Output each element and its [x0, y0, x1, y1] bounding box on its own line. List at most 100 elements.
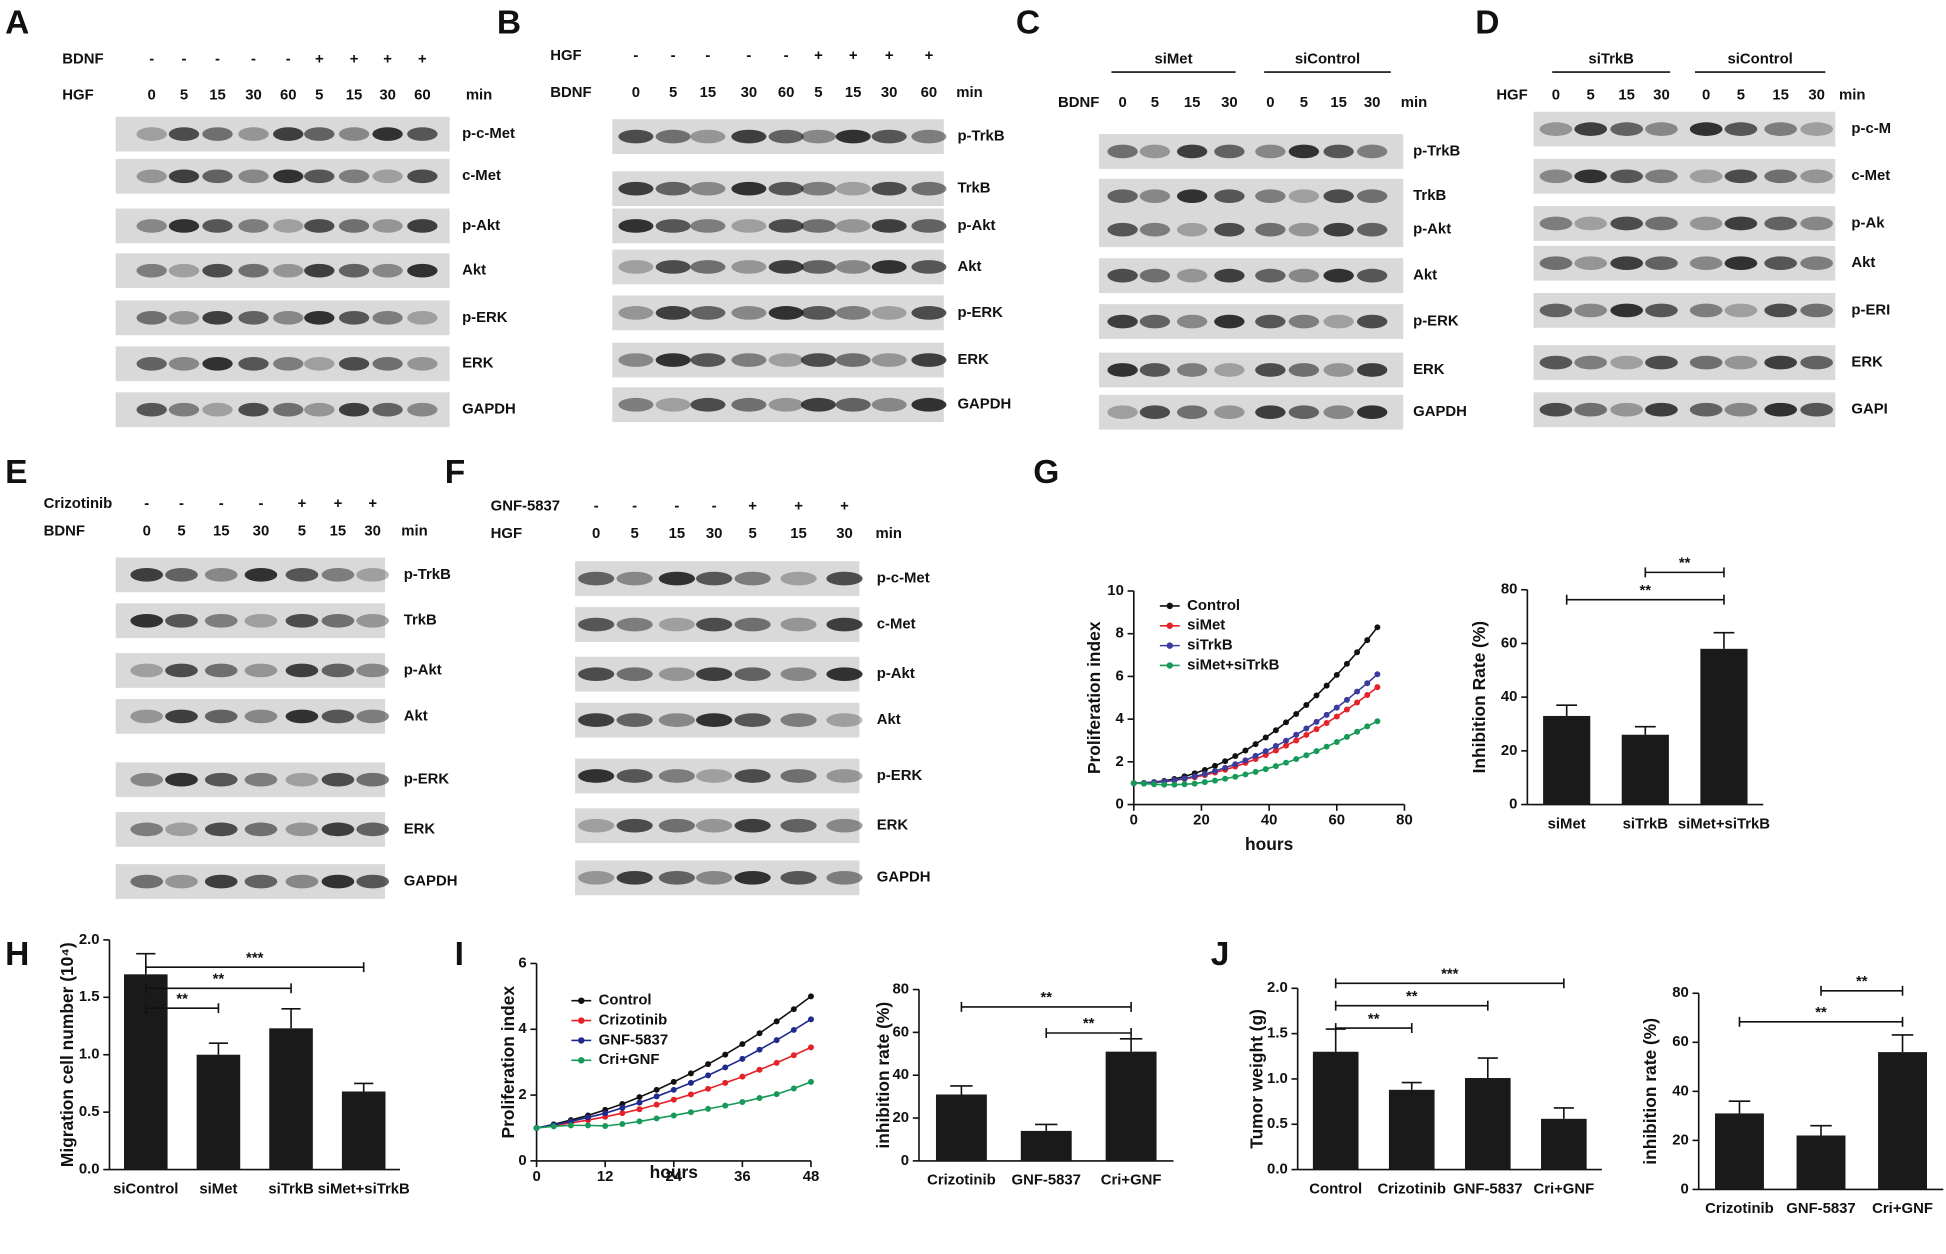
blot-band — [655, 219, 691, 233]
bar — [1715, 1113, 1764, 1190]
blot-band — [238, 219, 269, 233]
series-point — [756, 1066, 763, 1073]
y-tick-label: 4 — [1116, 711, 1125, 727]
blot-band — [1214, 189, 1245, 203]
series-point — [756, 1046, 763, 1053]
series-point — [1222, 764, 1229, 771]
lane-label: 30 — [379, 88, 396, 104]
series-point — [1323, 711, 1330, 718]
series-point — [670, 1096, 677, 1103]
blot-band — [696, 713, 733, 727]
y-axis-title: inhibition rate (%) — [873, 1002, 893, 1149]
lane-label: 5 — [180, 88, 188, 104]
band-label: GAPDH — [877, 870, 931, 886]
blot-band — [658, 667, 695, 682]
blot-band — [1255, 405, 1286, 420]
blot-band — [1139, 363, 1171, 377]
lane-label: 30 — [881, 85, 898, 101]
lane-label: + — [350, 52, 359, 68]
blot-band — [1539, 355, 1573, 370]
series-point — [1354, 699, 1361, 706]
blot-band — [734, 870, 771, 885]
blot-band — [658, 571, 695, 586]
blot-band — [1574, 169, 1608, 184]
lane-label: 30 — [741, 85, 758, 101]
y-tick-label: 2 — [518, 1087, 526, 1103]
band-label: p-Akt — [877, 666, 915, 682]
x-tick-label: 48 — [803, 1169, 820, 1185]
band-label: p-ERK — [1413, 314, 1459, 330]
series-point — [790, 1085, 797, 1092]
blot-band — [1288, 268, 1320, 283]
band-label: ERK — [404, 821, 436, 837]
series-point — [585, 1114, 592, 1121]
y-tick-label: 1.0 — [79, 1047, 100, 1063]
significance-label: *** — [246, 950, 264, 966]
y-tick-label: 0.5 — [79, 1104, 100, 1120]
series-point — [1313, 726, 1320, 733]
series-point — [1364, 637, 1371, 644]
blot-band — [238, 127, 269, 141]
unit-label: min — [876, 526, 902, 542]
blot-band — [800, 306, 836, 320]
significance-label: ** — [1040, 990, 1052, 1006]
lane-label: 15 — [700, 85, 717, 101]
band-label: p-c-M — [1851, 121, 1891, 137]
series-point — [1303, 731, 1310, 738]
lane-label: 5 — [1151, 95, 1159, 111]
series-point — [1283, 719, 1290, 726]
lane-label: 15 — [346, 88, 363, 104]
lane-label: 0 — [1118, 95, 1126, 111]
blot-band — [1645, 303, 1678, 318]
blot-band — [321, 613, 355, 628]
blot-band — [655, 397, 691, 412]
lane-label: - — [674, 499, 679, 515]
blot-band — [800, 129, 836, 144]
blot-band — [204, 613, 238, 628]
blot-band — [304, 402, 335, 417]
blot-band — [285, 663, 319, 678]
blot-band — [168, 263, 200, 278]
legend-marker — [578, 1057, 585, 1064]
blot-band — [130, 822, 164, 837]
blot-band — [1214, 144, 1245, 159]
series-point — [1333, 704, 1340, 711]
blot-band — [321, 663, 355, 678]
band-label: c-Met — [1851, 168, 1890, 184]
series-point — [1232, 761, 1239, 768]
lane-label: - — [219, 496, 224, 512]
blot-band — [768, 260, 804, 274]
series-point — [1283, 742, 1290, 749]
significance-label: ** — [1856, 974, 1868, 990]
blot-strip — [612, 387, 944, 423]
blot-band — [130, 772, 164, 787]
blot-band — [285, 568, 319, 582]
series-point — [1252, 741, 1259, 748]
bar — [1621, 734, 1669, 805]
lane-label: - — [251, 52, 256, 68]
blot-band — [1800, 303, 1833, 318]
band-label: GAPDH — [462, 402, 516, 418]
lane-label: - — [712, 499, 717, 515]
blot-band — [204, 822, 238, 837]
blot-band — [871, 397, 907, 412]
blot-band — [1107, 222, 1138, 237]
condition-label: BDNF — [550, 85, 591, 101]
lane-label: 15 — [330, 523, 347, 539]
blot-band — [1689, 303, 1723, 318]
legend-marker — [578, 1017, 585, 1024]
series-point — [807, 993, 814, 1000]
lane-label: 5 — [1587, 88, 1595, 104]
lane-label: - — [746, 48, 751, 64]
condition-label: Crizotinib — [44, 496, 113, 512]
band-label: TrkB — [1413, 188, 1446, 204]
lane-label: + — [794, 499, 803, 515]
panel-letter: J — [1211, 936, 1230, 973]
blot-band — [1645, 355, 1678, 370]
blot-band — [690, 181, 726, 196]
y-tick-label: 0 — [1116, 796, 1124, 812]
lane-label: 5 — [298, 523, 306, 539]
x-tick-label: 40 — [1261, 813, 1278, 829]
blot-band — [690, 260, 726, 274]
y-tick-label: 0.0 — [1267, 1162, 1288, 1178]
